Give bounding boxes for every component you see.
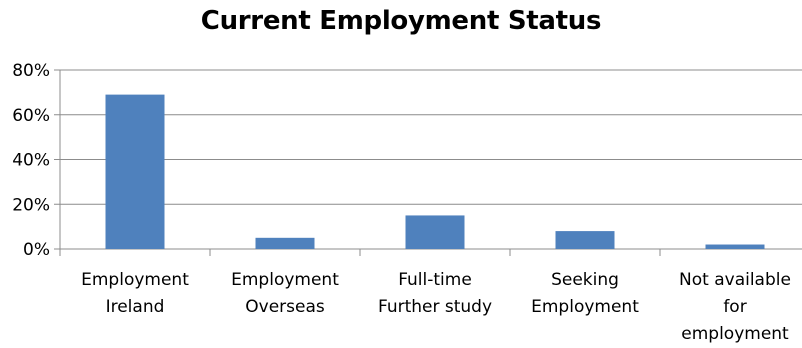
y-tick-label: 20%: [12, 195, 50, 215]
x-tick-labels: Employment Ireland Employment Overseas Full-…: [81, 270, 791, 344]
x-tick-label: Seeking: [551, 270, 619, 290]
y-tick-labels: 0% 20% 40% 60% 80%: [12, 61, 50, 260]
x-tick-label: employment: [681, 324, 789, 344]
x-tick-label: Overseas: [245, 297, 325, 317]
y-tick-label: 80%: [12, 61, 50, 81]
x-tick-label: Full-time: [398, 270, 472, 290]
chart-title: Current Employment Status: [200, 6, 602, 36]
bar: [555, 231, 615, 249]
bar: [105, 94, 165, 249]
gridlines: [60, 69, 802, 205]
bar: [705, 244, 765, 249]
y-tick-label: 0%: [23, 240, 50, 260]
bar: [255, 237, 315, 249]
bar: [405, 215, 465, 249]
x-tick-label: Employment: [81, 270, 189, 290]
x-tick-label: Employment: [231, 270, 339, 290]
bars: [105, 94, 765, 249]
y-tick-label: 40%: [12, 151, 50, 171]
x-tick-label: Ireland: [106, 297, 165, 317]
x-tick-label: for: [723, 297, 746, 317]
x-tick-label: Employment: [531, 297, 639, 317]
y-tick-label: 60%: [12, 106, 50, 126]
x-tick-label: Further study: [378, 297, 492, 317]
x-tick-label: Not available: [679, 270, 791, 290]
